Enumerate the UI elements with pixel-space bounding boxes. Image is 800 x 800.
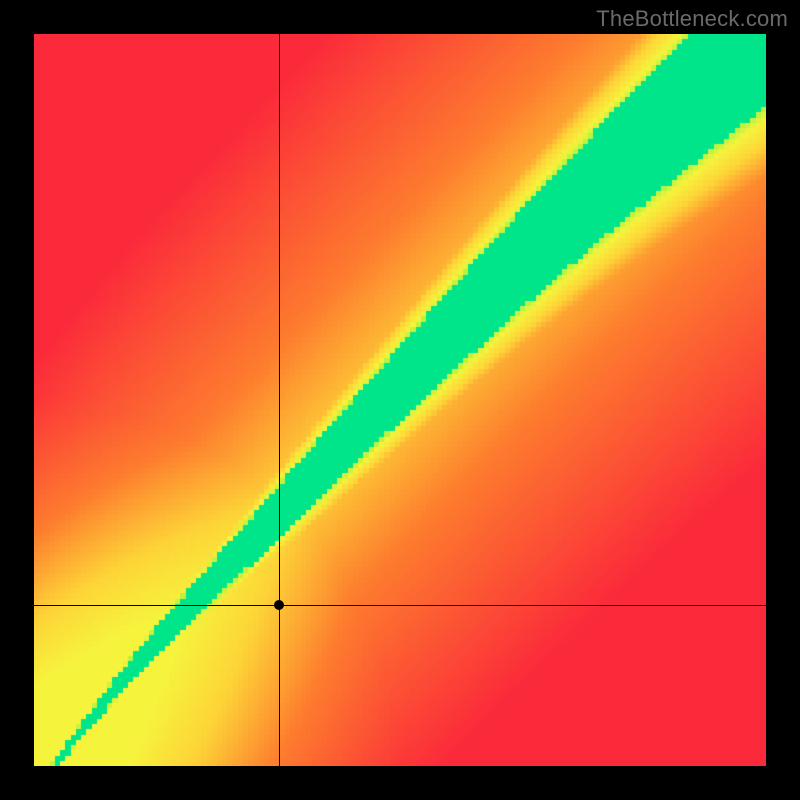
- chart-container: TheBottleneck.com: [0, 0, 800, 800]
- crosshair-horizontal: [34, 605, 766, 606]
- crosshair-vertical: [279, 34, 280, 766]
- plot-area: [34, 34, 766, 766]
- watermark-label: TheBottleneck.com: [596, 6, 788, 32]
- marker-dot: [274, 600, 284, 610]
- heatmap-canvas: [34, 34, 766, 766]
